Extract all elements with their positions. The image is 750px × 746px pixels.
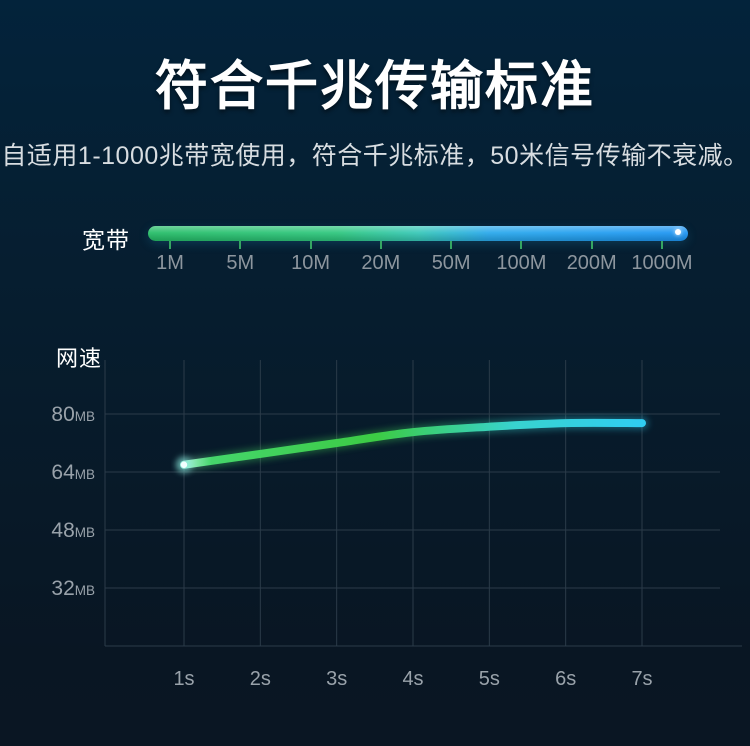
- page-subtitle: 自适用1-1000兆带宽使用，符合千兆标准，50米信号传输不衰减。: [1, 142, 749, 170]
- bandwidth-label: 宽带: [82, 227, 130, 253]
- x-axis-label: 7s: [631, 668, 652, 690]
- bandwidth-tick-label: 20M: [361, 252, 401, 274]
- y-axis-label: 64MB: [51, 461, 95, 484]
- y-axis-labels: 80MB 64MB 48MB 32MB: [51, 403, 95, 600]
- x-axis-label: 5s: [479, 668, 500, 690]
- bar-endpoint-dot: [675, 229, 681, 235]
- x-axis-labels: 1s 2s 3s 4s 5s 6s 7s: [173, 668, 652, 690]
- speed-curve: [180, 418, 646, 469]
- bandwidth-tick-mark: [590, 241, 593, 249]
- speed-line-chart: 80MB 64MB 48MB 32MB 1s 2s 3s 4s 5s 6s 7s: [51, 360, 742, 690]
- bandwidth-tick-label: 5M: [226, 252, 255, 274]
- x-axis-label: 6s: [555, 668, 576, 690]
- bandwidth-tick-mark: [309, 241, 312, 249]
- bandwidth-tick-label: 100M: [496, 252, 547, 274]
- bandwidth-tick-mark: [661, 241, 663, 249]
- y-axis-label: 80MB: [51, 403, 95, 426]
- page-title: 符合千兆传输标准: [155, 57, 595, 116]
- bandwidth-tick-mark: [379, 241, 382, 249]
- curve-start-dot: [180, 461, 188, 468]
- bandwidth-tick-mark: [450, 241, 453, 249]
- bandwidth-tick-label: 1M: [156, 252, 184, 274]
- chart-grid: [104, 360, 742, 647]
- y-axis-label: 32MB: [51, 577, 95, 600]
- bandwidth-tick-mark: [520, 241, 523, 249]
- bandwidth-tick-mark: [169, 241, 171, 249]
- chart-title: 网速: [56, 346, 103, 371]
- bandwidth-bar: [148, 226, 688, 241]
- bandwidth-tick-mark: [239, 241, 242, 249]
- bandwidth-tick-label: 200M: [566, 252, 617, 274]
- bandwidth-tick-label: 10M: [291, 252, 331, 274]
- x-axis-label: 4s: [402, 668, 423, 690]
- x-axis-label: 3s: [326, 668, 347, 690]
- bandwidth-tick-label: 50M: [431, 252, 471, 274]
- y-axis-label: 48MB: [51, 519, 95, 542]
- bandwidth-tick-label: 1000M: [631, 252, 693, 274]
- x-axis-label: 1s: [173, 668, 194, 690]
- x-axis-label: 2s: [250, 668, 271, 690]
